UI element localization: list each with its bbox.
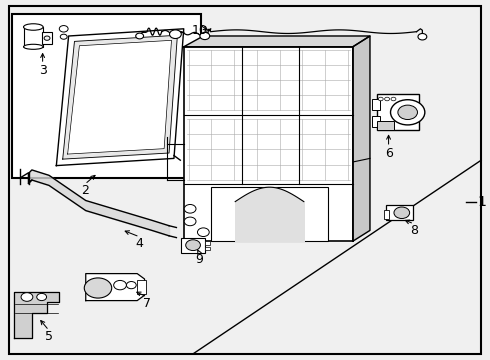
Circle shape — [44, 36, 50, 40]
Polygon shape — [56, 29, 184, 166]
Circle shape — [394, 207, 410, 219]
Bar — [205, 247, 210, 250]
Circle shape — [126, 282, 136, 289]
Bar — [24, 27, 43, 47]
Bar — [12, 14, 201, 178]
Text: 7: 7 — [143, 297, 151, 310]
Circle shape — [21, 293, 33, 301]
Ellipse shape — [24, 44, 43, 49]
Text: 9: 9 — [196, 253, 203, 266]
Circle shape — [170, 30, 181, 39]
Bar — [181, 238, 205, 253]
Bar — [205, 241, 210, 245]
Circle shape — [378, 97, 383, 101]
Circle shape — [391, 97, 396, 101]
Text: 6: 6 — [385, 147, 392, 160]
Bar — [377, 94, 419, 130]
Circle shape — [398, 105, 417, 120]
Circle shape — [391, 100, 425, 125]
Circle shape — [84, 278, 112, 298]
Bar — [386, 205, 413, 220]
Polygon shape — [86, 274, 145, 301]
Bar — [384, 210, 389, 219]
Text: 3: 3 — [39, 64, 47, 77]
Polygon shape — [353, 36, 370, 241]
Text: 5: 5 — [45, 330, 53, 343]
Ellipse shape — [24, 24, 43, 30]
Bar — [42, 32, 52, 44]
Polygon shape — [63, 35, 177, 159]
Circle shape — [200, 32, 210, 40]
Circle shape — [59, 26, 68, 32]
Bar — [137, 280, 146, 294]
Circle shape — [184, 204, 196, 213]
Circle shape — [136, 33, 144, 39]
Polygon shape — [68, 40, 172, 154]
Bar — [372, 116, 380, 127]
Circle shape — [184, 217, 196, 226]
Text: 10: 10 — [192, 24, 207, 37]
Bar — [377, 121, 394, 130]
Circle shape — [114, 280, 126, 290]
Circle shape — [197, 228, 209, 237]
Circle shape — [186, 240, 200, 251]
Bar — [372, 99, 380, 110]
Polygon shape — [184, 47, 353, 241]
Bar — [211, 187, 328, 241]
Polygon shape — [14, 292, 59, 338]
Circle shape — [60, 34, 67, 39]
Circle shape — [418, 33, 427, 40]
Text: 8: 8 — [410, 224, 418, 237]
Text: 2: 2 — [81, 184, 89, 197]
Circle shape — [37, 293, 47, 301]
Text: 4: 4 — [136, 237, 144, 250]
Polygon shape — [184, 36, 370, 47]
Text: 1: 1 — [478, 195, 487, 208]
Circle shape — [385, 97, 390, 101]
